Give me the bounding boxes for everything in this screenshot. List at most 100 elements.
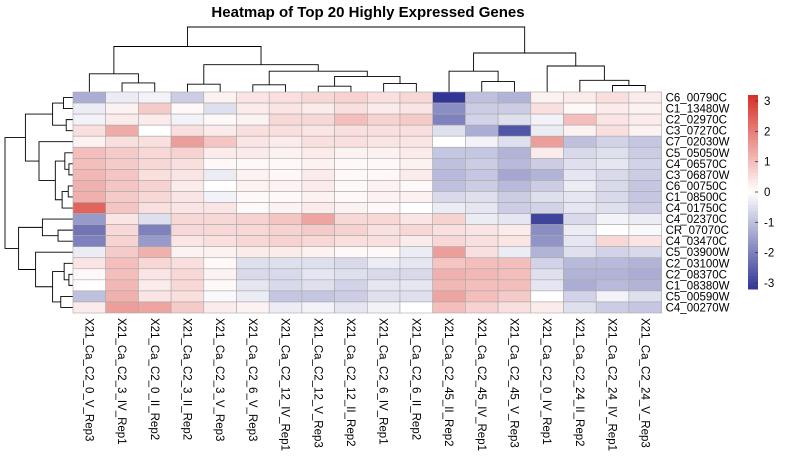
heatmap-cell: [203, 169, 237, 181]
heatmap-cell: [497, 169, 532, 181]
column-label: X21_Ca_C2_3_II_Rep2: [180, 318, 192, 440]
heatmap-cell: [203, 146, 237, 159]
colorbar-segment: [748, 279, 758, 284]
colorbar-segment: [748, 117, 758, 122]
heatmap-cell: [268, 135, 303, 148]
heatmap-cell: [399, 268, 434, 281]
heatmap-cell: [530, 301, 564, 314]
heatmap-cell: [268, 91, 303, 104]
dendrogram-branch: [54, 160, 65, 201]
row-label: C3_07270C: [666, 126, 727, 138]
colorbar-segment: [748, 214, 758, 219]
heatmap-cell: [465, 135, 499, 148]
colorbar-segment: [748, 156, 758, 161]
colorbar-segment: [748, 130, 758, 135]
colorbar-segment: [748, 153, 758, 157]
colorbar-segment: [748, 182, 758, 187]
heatmap-cell: [497, 290, 532, 303]
heatmap-cell: [334, 191, 368, 203]
heatmap-cell: [72, 213, 107, 225]
heatmap-cell: [628, 224, 662, 236]
heatmap-cell: [301, 301, 335, 314]
colorbar-segment: [748, 224, 758, 229]
dendrogram-branch: [63, 97, 73, 110]
heatmap-cell: [301, 235, 335, 247]
heatmap-cell: [268, 146, 303, 159]
colorbar-segment: [748, 179, 758, 183]
heatmap-cell: [595, 268, 630, 281]
row-label: C1_08380W: [666, 280, 730, 292]
colorbar-segment: [748, 146, 758, 151]
heatmap-cell: [366, 169, 401, 181]
heatmap-cell: [236, 257, 270, 270]
heatmap-cell: [72, 124, 107, 137]
heatmap-cell: [366, 290, 401, 303]
heatmap-cell: [203, 158, 237, 170]
heatmap-cell: [497, 135, 532, 148]
heatmap-cell: [203, 213, 237, 225]
heatmap-cell: [236, 91, 270, 104]
heatmap-cell: [334, 268, 368, 281]
column-label: X21_Ca_C2_24_V_Rep3: [638, 318, 650, 448]
dendrogram-branch: [60, 295, 73, 308]
colorbar-segment: [748, 114, 758, 119]
heatmap-cell: [203, 257, 237, 270]
heatmap-cell: [465, 268, 499, 281]
heatmap-cell: [595, 202, 630, 214]
dendrogram-branch: [546, 65, 605, 92]
heatmap-cell: [334, 202, 368, 214]
heatmap-cell: [236, 124, 270, 137]
heatmap-cell: [138, 268, 172, 281]
dendrogram-branch: [18, 226, 43, 270]
heatmap-cell: [628, 113, 662, 126]
heatmap-cell: [432, 268, 466, 281]
heatmap-cell: [268, 169, 303, 181]
heatmap-cell: [105, 290, 139, 303]
heatmap-cell: [628, 202, 662, 214]
colorbar-segment: [748, 133, 758, 138]
heatmap-cell: [138, 158, 172, 170]
heatmap-cell: [301, 224, 335, 236]
heatmap-cell: [628, 235, 662, 247]
column-label: X21_Ca_C2_3_IV_Rep1: [115, 318, 127, 445]
heatmap-cell: [530, 246, 564, 259]
heatmap-cell: [105, 191, 139, 203]
heatmap-cell: [497, 246, 532, 259]
heatmap-cell: [105, 158, 139, 170]
heatmap-cell: [170, 279, 205, 292]
heatmap-cell: [72, 113, 107, 126]
heatmap-cell: [628, 158, 662, 170]
heatmap-cell: [366, 279, 401, 292]
heatmap-cell: [72, 235, 107, 247]
column-label: X21_Ca_C2_6_IV_Rep1: [377, 318, 389, 445]
row-label: C6_00790C: [666, 93, 727, 105]
heatmap-cell: [563, 279, 597, 292]
heatmap-cell: [72, 257, 107, 270]
heatmap-cell: [334, 224, 368, 236]
colorbar-segment: [748, 253, 758, 258]
heatmap-cell: [72, 246, 107, 259]
column-label: X21_Ca_C2_45_II_Rep2: [442, 318, 454, 447]
heatmap-cell: [334, 158, 368, 170]
heatmap-cell: [236, 113, 270, 126]
heatmap-cell: [170, 246, 205, 259]
heatmap-cell: [105, 235, 139, 247]
row-label: C2_03100W: [666, 258, 730, 270]
heatmap-cell: [563, 235, 597, 247]
heatmap-cell: [366, 158, 401, 170]
colorbar-segment: [748, 198, 758, 203]
heatmap-cell: [432, 169, 466, 181]
heatmap-cell: [530, 290, 564, 303]
heatmap-cell: [465, 224, 499, 236]
heatmap-cell: [595, 290, 630, 303]
heatmap-cell: [268, 180, 303, 192]
heatmap-cell: [334, 246, 368, 259]
dendrogram-branch: [268, 70, 368, 85]
heatmap-cell: [465, 213, 499, 225]
heatmap-cell: [334, 135, 368, 148]
heatmap-cell: [366, 246, 401, 259]
heatmap-cell: [236, 102, 270, 115]
heatmap-cell: [563, 290, 597, 303]
colorbar-segment: [748, 140, 758, 144]
colorbar-segment: [748, 95, 758, 99]
